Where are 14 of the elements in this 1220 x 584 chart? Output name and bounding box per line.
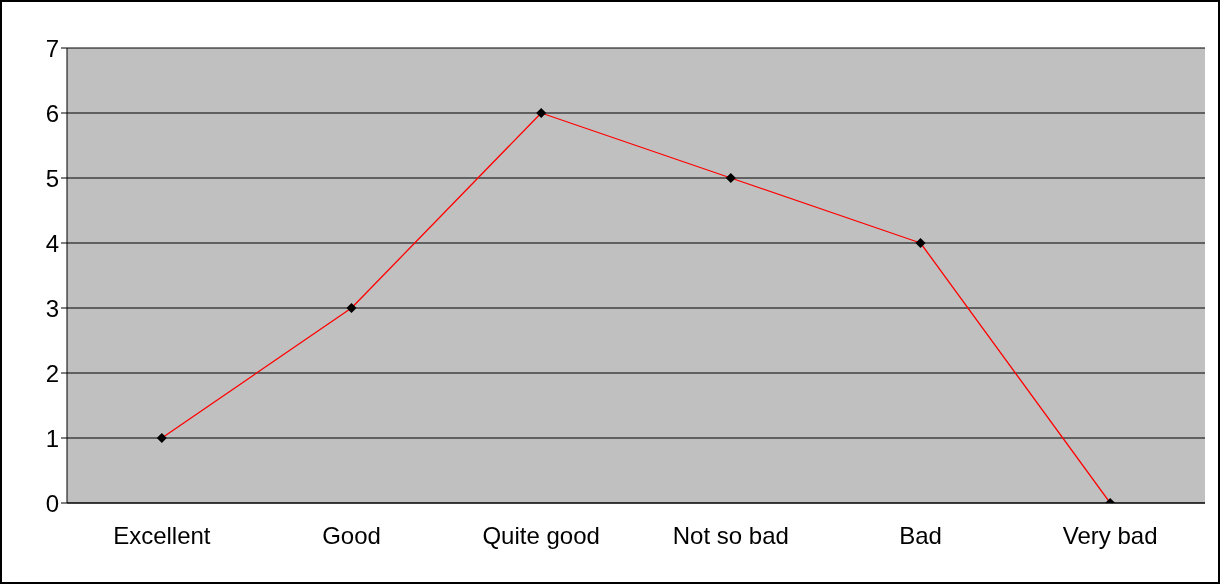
- y-tick-label: 5: [45, 164, 59, 192]
- y-tick-label: 2: [45, 359, 59, 387]
- y-tick-label: 6: [45, 99, 59, 127]
- y-tick-label: 3: [45, 294, 59, 322]
- x-tick-label: Good: [322, 522, 381, 550]
- y-tick-label: 4: [45, 229, 59, 257]
- y-tick-label: 1: [45, 424, 59, 452]
- x-tick-label: Bad: [899, 522, 942, 550]
- y-tick-label: 0: [45, 489, 59, 517]
- y-tick-label: 7: [45, 34, 59, 62]
- x-tick-label: Not so bad: [672, 522, 789, 550]
- x-tick-label: Excellent: [113, 522, 211, 550]
- x-tick-label: Very bad: [1062, 522, 1158, 550]
- x-tick-label: Quite good: [482, 522, 600, 550]
